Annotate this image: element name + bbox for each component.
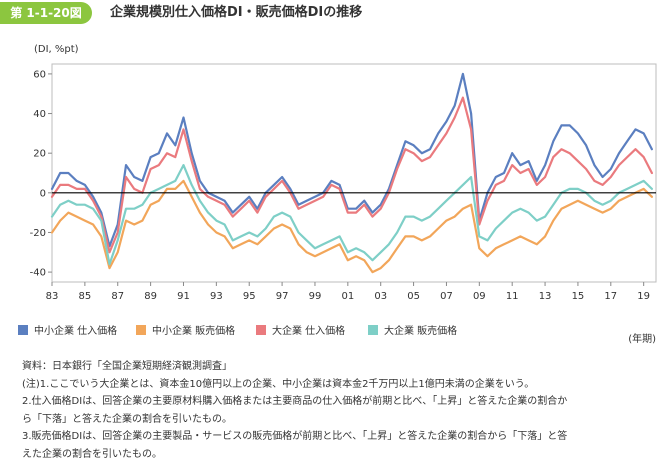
x-tick-label: 17 (604, 291, 617, 302)
legend-item-sme-sales: 中小企業 販売価格 (136, 322, 235, 337)
x-tick-label: 85 (79, 291, 92, 302)
legend-label-sme-input: 中小企業 仕入価格 (34, 326, 118, 337)
series-line-sme-input (50, 72, 654, 248)
legend-label-sme-sales: 中小企業 販売価格 (152, 326, 236, 337)
figure-notes: 資料：日本銀行「全国企業短期経済観測調査」 (注)1.ここでいう大企業とは、資本… (22, 358, 658, 463)
line-chart: -40 -20 0 20 40 60 83 85 87 89 91 93 95 97 99 01 03 05 07 0… (30, 63, 657, 302)
x-tick-label: 07 (440, 291, 453, 302)
x-tick-label: 01 (341, 291, 354, 302)
y-tick-label: -40 (30, 268, 46, 279)
note-2-continued: ら「下落」と答えた企業の割合を引いたもの。 (22, 413, 232, 425)
legend-label-large-input: 大企業 仕入価格 (272, 326, 346, 337)
legend-item-large-sales: 大企業 販売価格 (368, 322, 457, 337)
x-tick-label: 11 (506, 291, 519, 302)
note-3: 3.販売価格DIは、回答企業の主要製品・サービスの販売価格が前期と比べ、「上昇」… (22, 431, 568, 442)
x-tick-label: 93 (210, 291, 223, 302)
figure-number: 第 1-1-20図 (0, 2, 92, 24)
x-tick-label: 87 (111, 291, 124, 302)
y-axis-unit-label: (DI, %pt) (34, 44, 79, 55)
x-tick-label: 19 (637, 291, 650, 302)
x-tick-label: 83 (46, 291, 59, 302)
y-tick-label: 40 (33, 109, 46, 120)
y-tick-label: -20 (30, 228, 46, 239)
x-tick-label: 05 (407, 291, 420, 302)
x-tick-label: 99 (309, 291, 322, 302)
y-tick-label: 20 (33, 149, 46, 160)
series-line-sme-sales (50, 179, 654, 274)
figure-header: 第 1-1-20図 企業規模別仕入価格DI・販売価格DIの推移 (0, 0, 664, 28)
x-tick-label: 13 (539, 291, 552, 302)
series-line-large-input (50, 96, 654, 254)
legend-swatch-sme-input (18, 324, 28, 335)
chart-legend: 中小企業 仕入価格 中小企業 販売価格 大企業 仕入価格 大企業 販売価格 (18, 322, 658, 340)
x-tick-label: 95 (243, 291, 256, 302)
y-tick-label: 60 (33, 69, 46, 80)
legend-item-sme-input: 中小企業 仕入価格 (18, 322, 117, 337)
plot-frame (51, 63, 657, 283)
note-1: (注)1.ここでいう大企業とは、資本金10億円以上の企業、中小企業は資本金2千万… (22, 378, 535, 390)
series-line-large-sales (50, 164, 654, 266)
x-tick-label: 15 (572, 291, 585, 302)
x-tick-label: 03 (374, 291, 387, 302)
legend-swatch-sme-sales (136, 324, 146, 335)
legend-item-large-input: 大企業 仕入価格 (256, 322, 345, 337)
note-2: 2.仕入価格DIは、回答企業の主要原材料購入価格または主要商品の仕入価格が前期と… (22, 396, 568, 407)
figure-title: 企業規模別仕入価格DI・販売価格DIの推移 (110, 5, 363, 20)
note-source: 資料：日本銀行「全国企業短期経済観測調査」 (22, 361, 232, 372)
x-axis-unit-label: (年期) (628, 334, 656, 345)
legend-swatch-large-input (256, 324, 266, 335)
y-tick-label: 0 (40, 188, 46, 199)
legend-label-large-sales: 大企業 販売価格 (384, 326, 458, 337)
legend-swatch-large-sales (368, 324, 378, 335)
note-3-continued: えた企業の割合を引いたもの。 (22, 448, 162, 460)
x-tick-label: 09 (473, 291, 486, 302)
x-tick-label: 97 (276, 291, 289, 302)
x-tick-label: 91 (177, 291, 190, 302)
x-tick-label: 89 (144, 291, 157, 302)
